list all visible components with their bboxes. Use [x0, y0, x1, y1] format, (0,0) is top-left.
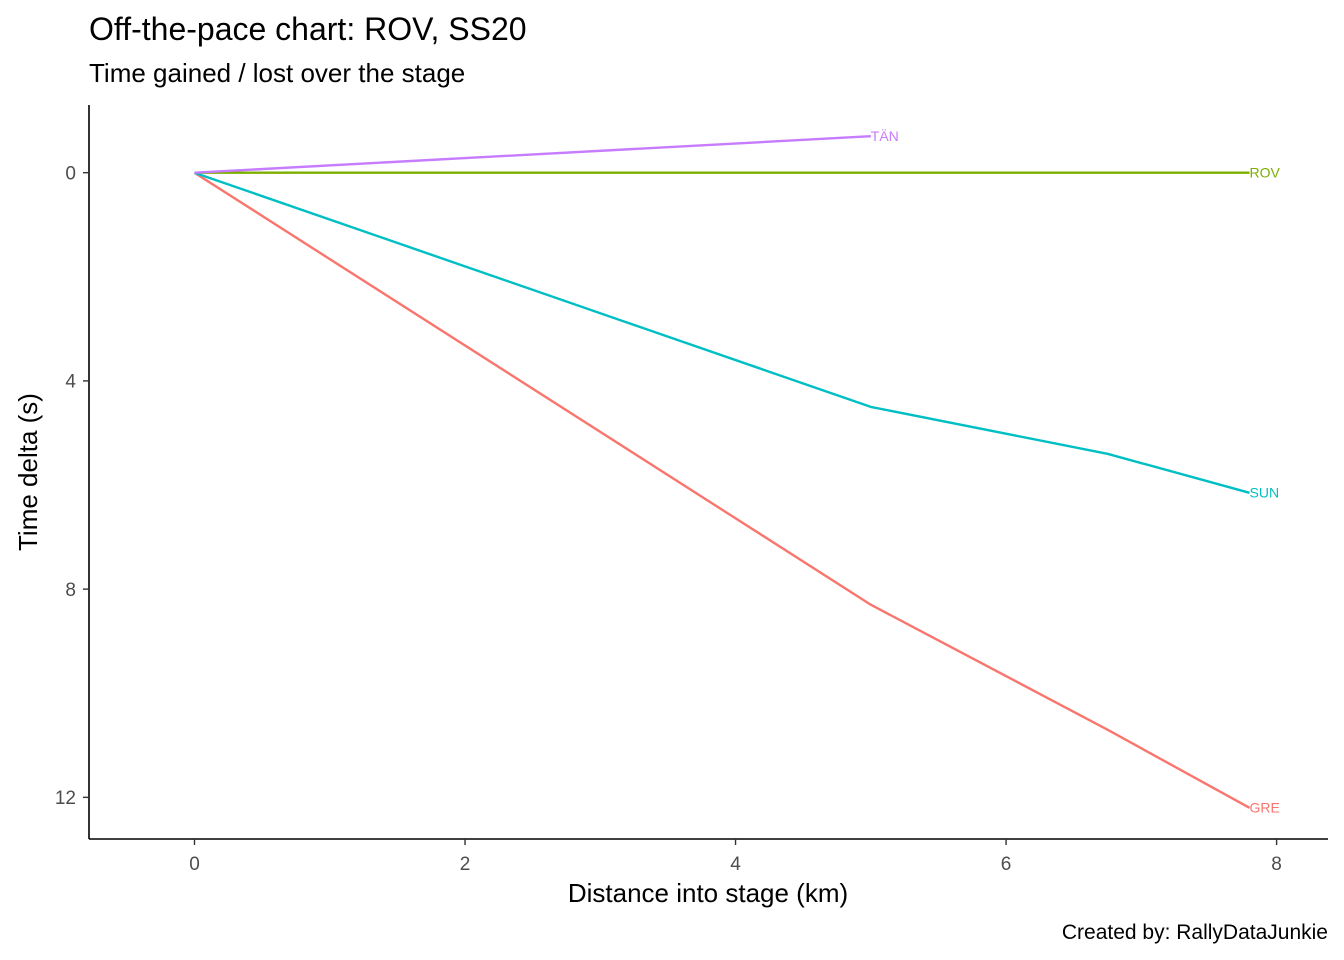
series-layer	[193, 135, 1251, 809]
series-line-tän	[194, 135, 871, 174]
y-tick-label: 4	[65, 372, 76, 393]
x-tick-label: 4	[730, 854, 741, 875]
x-tick-label: 2	[460, 854, 471, 875]
series-label-rov: ROV	[1250, 165, 1281, 181]
y-tick-label: 8	[65, 580, 76, 601]
label-layer: GRE ROV SUN TÄN	[871, 128, 1281, 816]
series-label-sun: SUN	[1250, 485, 1280, 501]
x-tick-label: 0	[189, 854, 200, 875]
x-ticks: 0 2 4 6 8	[189, 839, 1282, 875]
y-tick-label: 0	[65, 163, 76, 184]
series-label-gre: GRE	[1250, 800, 1280, 816]
series-label-tän: TÄN	[871, 128, 899, 144]
series-line-gre	[193, 171, 1251, 809]
chart-title: Off-the-pace chart: ROV, SS20	[89, 11, 527, 47]
chart-subtitle: Time gained / lost over the stage	[89, 58, 466, 88]
series-line-sun	[194, 171, 1250, 494]
x-tick-label: 6	[1001, 854, 1012, 875]
y-axis-title: Time delta (s)	[13, 393, 43, 551]
x-axis-title: Distance into stage (km)	[568, 878, 848, 908]
y-tick-label: 12	[55, 788, 76, 809]
x-tick-label: 8	[1271, 854, 1282, 875]
y-ticks: 0 4 8 12	[55, 163, 89, 809]
chart-caption: Created by: RallyDataJunkie	[1061, 921, 1328, 944]
axis-layer	[88, 105, 1328, 840]
